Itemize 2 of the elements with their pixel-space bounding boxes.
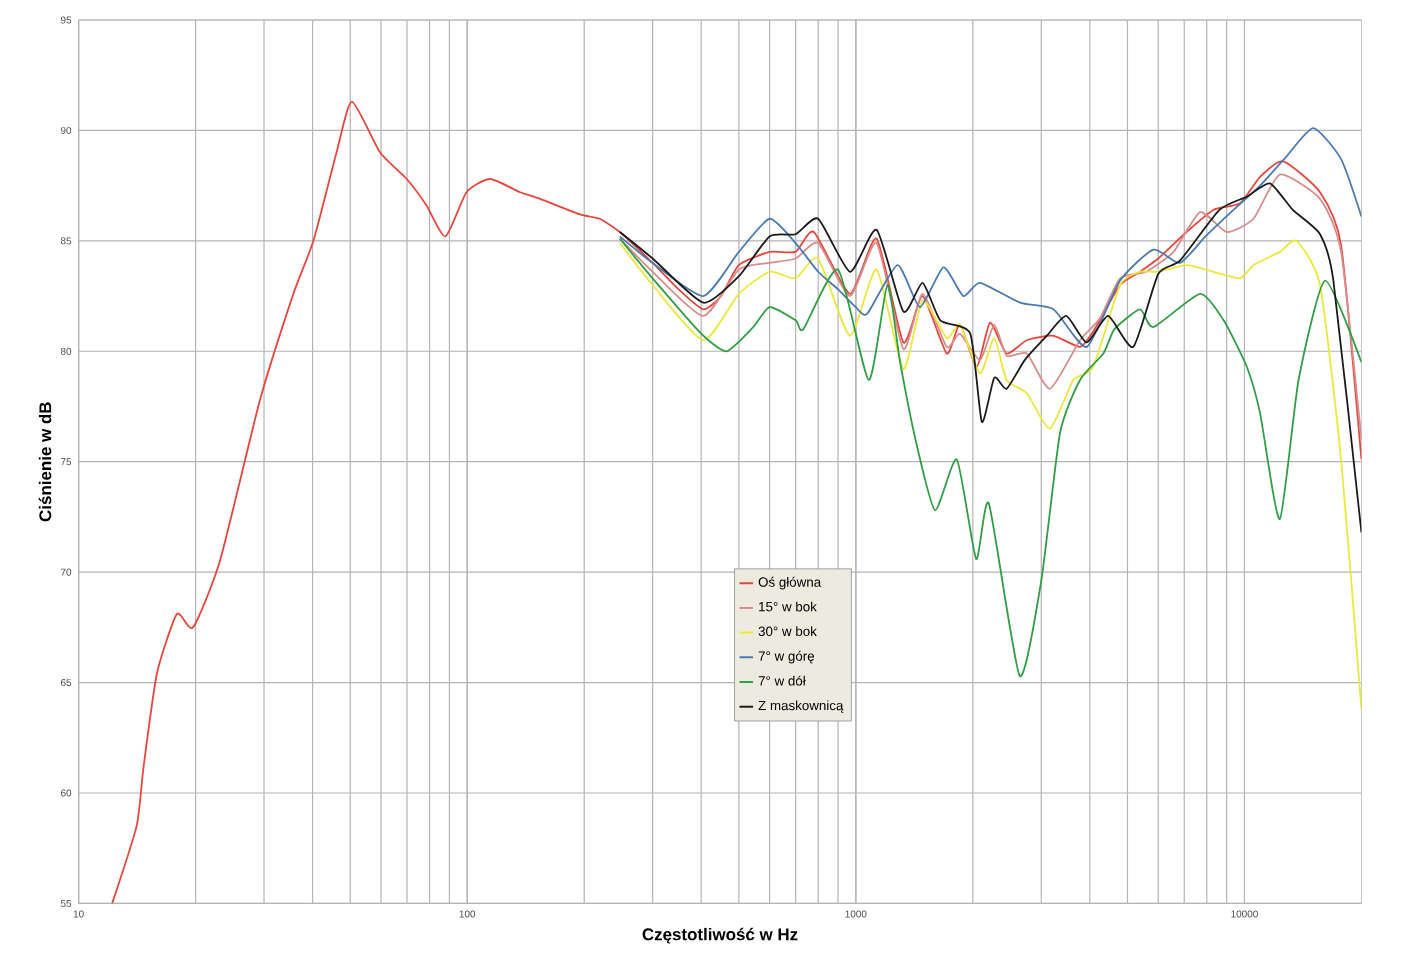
x-axis-title: Częstotliwość w Hz [642,927,798,944]
y-axis-title: Ciśnienie w dB [38,402,52,522]
